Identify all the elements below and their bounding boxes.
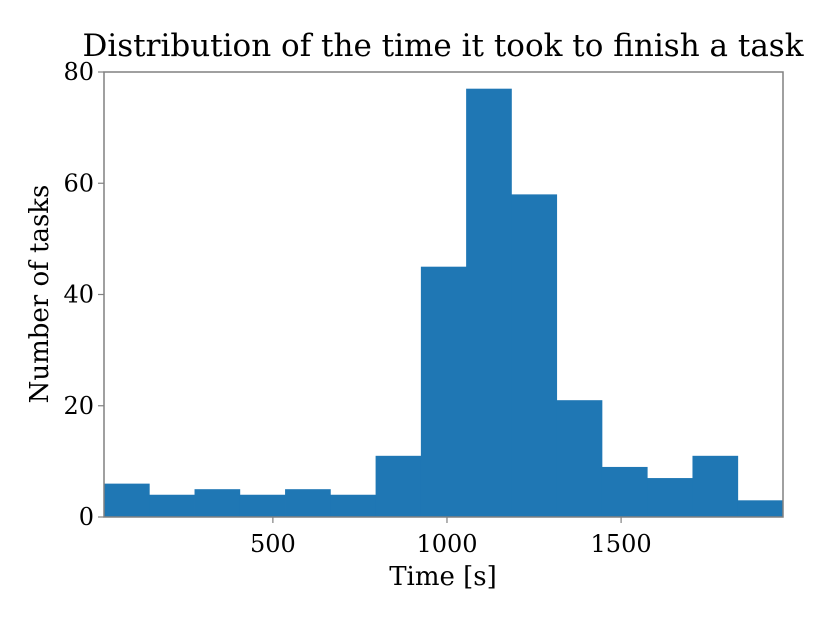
- histogram-bar: [194, 489, 241, 517]
- y-axis-label: Number of tasks: [25, 185, 55, 404]
- x-tick-label: 1000: [416, 530, 477, 558]
- y-axis-ticks: 0 20 40 60 80: [63, 58, 104, 531]
- x-tick-label: 1500: [591, 530, 652, 558]
- y-tick-label: 40: [63, 281, 94, 309]
- plot-frame: [103, 71, 784, 518]
- y-tick-label: 80: [63, 58, 94, 86]
- histogram-bar: [511, 194, 558, 518]
- histogram-bar: [285, 489, 331, 517]
- histogram-bar: [375, 455, 422, 517]
- x-tick-label: 500: [250, 530, 296, 558]
- histogram-bar: [556, 400, 603, 517]
- y-tick-label: 60: [63, 169, 94, 197]
- histogram-bar: [149, 494, 195, 517]
- histogram-bar: [466, 88, 512, 517]
- histogram-bar: [692, 455, 739, 517]
- histogram-bar: [104, 483, 150, 518]
- chart-title: Distribution of the time it took to fini…: [83, 28, 804, 64]
- histogram-bar: [420, 266, 467, 517]
- x-axis-ticks: 500 1000 1500: [250, 517, 652, 558]
- y-tick-label: 0: [79, 503, 94, 531]
- histogram-bar: [330, 494, 376, 517]
- x-axis-label: Time [s]: [389, 562, 497, 592]
- y-tick-label: 20: [63, 392, 94, 420]
- histogram-bar: [647, 478, 693, 517]
- histogram-bar: [239, 494, 286, 517]
- histogram-bar: [601, 466, 648, 517]
- bars-group: [104, 88, 784, 518]
- histogram-bar: [737, 500, 784, 517]
